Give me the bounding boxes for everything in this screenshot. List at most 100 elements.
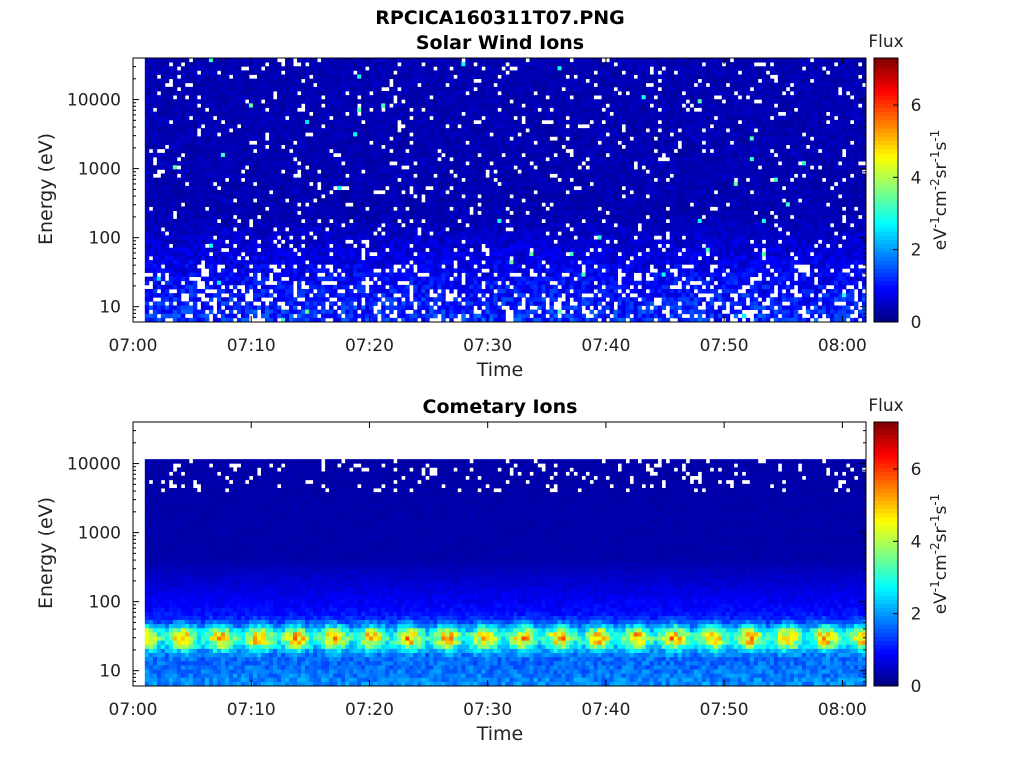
heatmap-cell	[449, 223, 454, 228]
heatmap-cell	[481, 251, 486, 257]
heatmap-cell	[168, 128, 174, 133]
heatmap-cell	[265, 231, 270, 236]
heatmap-cell	[228, 181, 234, 187]
heatmap-cell	[289, 260, 294, 265]
heatmap-cell	[297, 239, 302, 245]
heatmap-cell	[156, 214, 162, 220]
heatmap-cell	[317, 177, 322, 183]
heatmap-cell	[196, 235, 202, 240]
heatmap-cell	[473, 251, 478, 257]
heatmap-cell	[341, 119, 346, 125]
heatmap-cell	[381, 169, 386, 174]
heatmap-cell	[429, 111, 434, 117]
heatmap-cell	[365, 227, 370, 232]
heatmap-cell	[212, 165, 218, 170]
heatmap-cell	[349, 140, 354, 146]
heatmap-cell	[152, 284, 158, 290]
heatmap-cell	[180, 264, 186, 269]
heatmap-cell	[449, 198, 454, 203]
heatmap-cell	[381, 247, 386, 253]
heatmap-cell	[425, 243, 430, 249]
heatmap-cell	[401, 132, 406, 137]
heatmap-cell	[164, 78, 170, 84]
heatmap-cell	[261, 144, 266, 150]
heatmap-cell	[461, 210, 466, 216]
heatmap-cell	[200, 223, 206, 228]
heatmap-cell	[172, 62, 178, 67]
heatmap-cell	[240, 214, 246, 220]
heatmap-cell	[253, 239, 258, 245]
heatmap-cell	[216, 165, 222, 170]
heatmap-cell	[421, 169, 426, 174]
heatmap-cell	[172, 235, 178, 240]
heatmap-cell	[485, 280, 490, 286]
heatmap-cell	[261, 305, 266, 311]
heatmap-cell	[228, 99, 234, 104]
heatmap-cell	[333, 70, 338, 75]
heatmap-cell	[192, 309, 198, 315]
heatmap-cell	[469, 91, 474, 96]
heatmap-cell	[309, 136, 314, 141]
heatmap-cell	[301, 177, 306, 183]
heatmap-cell	[216, 169, 222, 174]
heatmap-cell	[357, 161, 362, 166]
heatmap-cell	[196, 86, 202, 92]
heatmap-cell	[144, 256, 150, 261]
heatmap-cell	[257, 289, 262, 294]
heatmap-cell	[445, 165, 450, 170]
heatmap-cell	[349, 99, 354, 104]
heatmap-cell	[192, 313, 198, 319]
heatmap-cell	[240, 124, 246, 129]
heatmap-cell	[164, 169, 170, 174]
heatmap-cell	[172, 91, 178, 96]
heatmap-cell	[220, 58, 226, 63]
heatmap-cell	[269, 132, 274, 137]
heatmap-cell	[429, 243, 434, 249]
heatmap-cell	[465, 260, 470, 265]
heatmap-cell	[441, 185, 446, 191]
heatmap-cell	[289, 78, 294, 84]
heatmap-cell	[333, 247, 338, 253]
heatmap-cell	[409, 161, 414, 166]
heatmap-cell	[481, 74, 486, 80]
heatmap-cell	[385, 206, 390, 212]
heatmap-cell	[445, 280, 450, 286]
heatmap-cell	[305, 280, 310, 286]
heatmap-cell	[321, 218, 326, 224]
heatmap-cell	[373, 218, 378, 224]
heatmap-cell	[421, 91, 426, 96]
heatmap-cell	[417, 173, 422, 179]
heatmap-cell	[176, 301, 182, 306]
heatmap-cell	[429, 136, 434, 141]
heatmap-cell	[473, 177, 478, 183]
heatmap-cell	[180, 231, 186, 236]
heatmap-cell	[297, 280, 302, 286]
heatmap-cell	[176, 251, 182, 257]
heatmap-cell	[224, 218, 230, 224]
heatmap-cell	[281, 115, 286, 121]
heatmap-cell	[224, 256, 230, 261]
heatmap-cell	[393, 202, 398, 207]
heatmap-cell	[437, 293, 442, 298]
heatmap-cell	[373, 99, 378, 104]
heatmap-cell	[433, 289, 438, 294]
heatmap-cell	[469, 177, 474, 183]
heatmap-cell	[325, 239, 330, 245]
heatmap-cell	[289, 99, 294, 104]
heatmap-cell	[329, 313, 334, 319]
heatmap-cell	[160, 272, 166, 278]
heatmap-cell	[485, 256, 490, 261]
heatmap-cell	[469, 264, 474, 269]
heatmap-cell	[449, 99, 454, 104]
heatmap-cell	[281, 82, 286, 88]
heatmap-cell	[192, 78, 198, 84]
heatmap-cell	[212, 198, 218, 203]
heatmap-cell	[224, 260, 230, 265]
heatmap-cell	[152, 66, 158, 71]
heatmap-cell	[429, 251, 434, 257]
heatmap-cell	[437, 173, 442, 179]
heatmap-cell	[353, 78, 358, 84]
heatmap-cell	[172, 256, 178, 261]
heatmap-cell	[373, 301, 378, 306]
heatmap-cell	[261, 301, 266, 306]
